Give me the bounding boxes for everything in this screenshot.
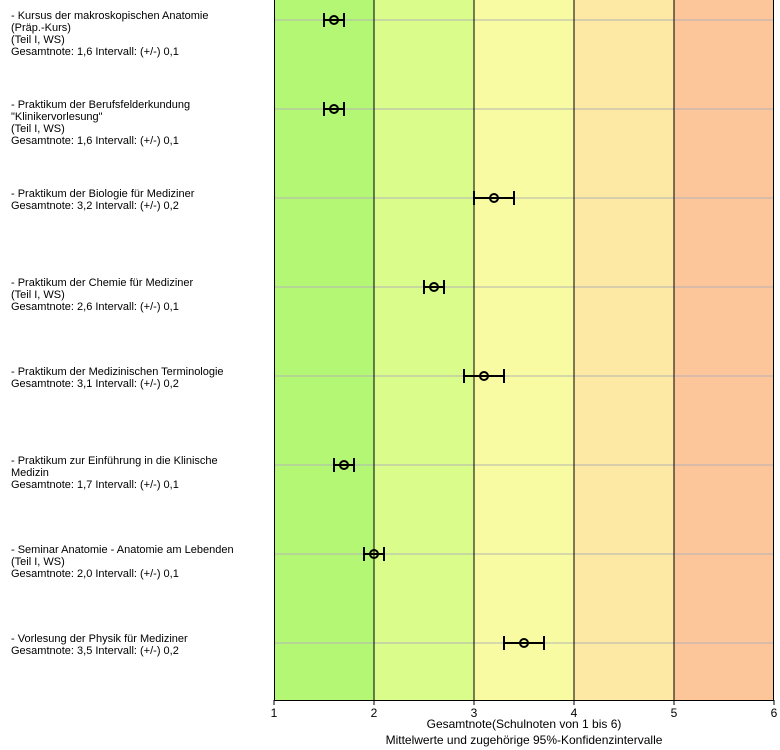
category-label: - Praktikum der Chemie für Mediziner (Tei… (11, 277, 273, 313)
category-label: - Praktikum der Berufsfelderkundung "Klin… (11, 99, 273, 147)
x-tick-label: 2 (371, 706, 378, 720)
category-label-line: - Praktikum zur Einführung in die Klinis… (11, 455, 218, 467)
category-label-line: - Praktikum der Biologie für Mediziner (11, 188, 195, 200)
category-label-line: Gesamtnote: 3,1 Intervall: (+/-) 0,2 (11, 378, 179, 390)
category-label-line: Gesamtnote: 3,2 Intervall: (+/-) 0,2 (11, 200, 179, 212)
category-label-line: Gesamtnote: 2,0 Intervall: (+/-) 0,1 (11, 568, 179, 580)
grade-band-1 (274, 0, 374, 700)
category-label-line: (Teil I, WS) (11, 289, 65, 301)
category-label-line: (Teil I, WS) (11, 123, 65, 135)
grade-band-5 (674, 0, 774, 700)
category-label-line: (Teil I, WS) (11, 34, 65, 46)
mean-point (329, 15, 339, 25)
category-label-line: - Seminar Anatomie - Anatomie am Lebende… (11, 544, 234, 556)
category-label-line: - Kursus der makroskopischen Anatomie (11, 10, 209, 22)
category-label-line: Gesamtnote: 1,6 Intervall: (+/-) 0,1 (11, 135, 179, 147)
chart-subtitle: Mittelwerte und zugehörige 95%-Konfidenz… (385, 733, 663, 747)
mean-point (479, 371, 489, 381)
x-tick-label: 5 (671, 706, 678, 720)
x-tick-label: 6 (771, 706, 778, 720)
category-label-line: Gesamtnote: 1,6 Intervall: (+/-) 0,1 (11, 46, 179, 58)
category-label-line: "Klinikervorlesung" (11, 111, 103, 123)
category-label-line: - Praktikum der Berufsfelderkundung (11, 99, 191, 111)
category-label-line: - Praktikum der Chemie für Mediziner (11, 277, 194, 289)
category-label-line: Gesamtnote: 2,6 Intervall: (+/-) 0,1 (11, 301, 179, 313)
category-label-line: (Teil I, WS) (11, 556, 65, 568)
category-label: - Praktikum der Medizinischen Terminolog… (11, 366, 273, 390)
category-label-line: - Praktikum der Medizinischen Terminolog… (11, 366, 224, 378)
grade-band-3 (474, 0, 574, 700)
mean-point (369, 549, 379, 559)
category-label: - Praktikum zur Einführung in die Klinis… (11, 455, 273, 491)
category-label: - Praktikum der Biologie für Mediziner Ge… (11, 188, 273, 212)
x-tick-label: 3 (471, 706, 478, 720)
x-tick-label: 4 (571, 706, 578, 720)
category-label-line: Medizin (11, 467, 49, 479)
grade-band-2 (374, 0, 474, 700)
category-label-line: Gesamtnote: 3,5 Intervall: (+/-) 0,2 (11, 645, 179, 657)
x-axis-title: Gesamtnote(Schulnoten von 1 bis 6) (426, 717, 622, 731)
category-label-line: - Vorlesung der Physik für Mediziner (11, 633, 188, 645)
mean-point (339, 460, 349, 470)
mean-point (329, 104, 339, 114)
mean-point (489, 193, 499, 203)
mean-point (429, 282, 439, 292)
mean-point (519, 638, 529, 648)
category-label: - Seminar Anatomie - Anatomie am Lebende… (11, 544, 273, 580)
x-tick-label: 1 (271, 706, 278, 720)
grade-band-4 (574, 0, 674, 700)
category-label: - Vorlesung der Physik für Mediziner Gesa… (11, 633, 273, 657)
category-label-line: Gesamtnote: 1,7 Intervall: (+/-) 0,1 (11, 479, 179, 491)
category-label-line: (Präp.-Kurs) (11, 22, 71, 34)
category-label: - Kursus der makroskopischen Anatomie (Pr… (11, 10, 273, 58)
